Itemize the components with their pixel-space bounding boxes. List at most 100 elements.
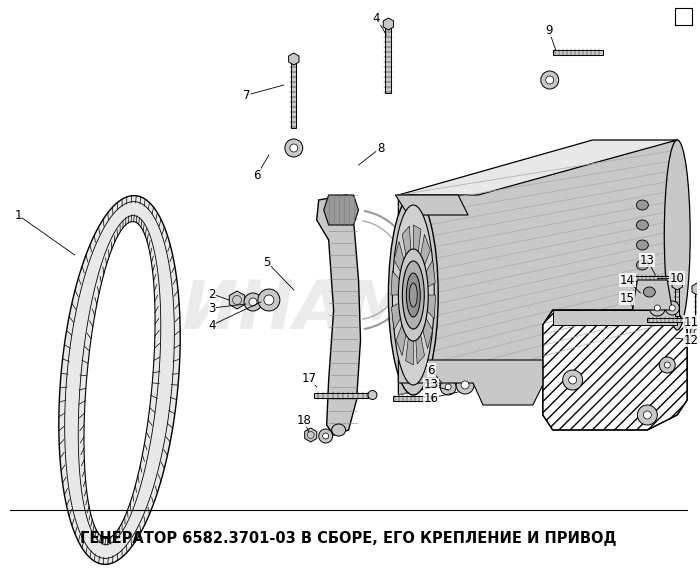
Polygon shape xyxy=(383,18,393,30)
Polygon shape xyxy=(398,140,677,195)
Ellipse shape xyxy=(636,200,648,210)
Ellipse shape xyxy=(654,305,660,311)
Text: 13: 13 xyxy=(424,378,439,391)
Ellipse shape xyxy=(659,357,676,373)
Ellipse shape xyxy=(636,240,648,250)
Text: 8: 8 xyxy=(377,141,384,154)
Ellipse shape xyxy=(323,433,329,439)
Ellipse shape xyxy=(690,325,700,339)
Text: 6: 6 xyxy=(428,364,435,377)
Ellipse shape xyxy=(332,424,346,436)
Polygon shape xyxy=(398,360,542,405)
Text: 15: 15 xyxy=(620,291,635,304)
Ellipse shape xyxy=(636,260,648,270)
Ellipse shape xyxy=(456,376,474,394)
Text: 3: 3 xyxy=(209,302,216,315)
Polygon shape xyxy=(695,293,699,328)
Text: 16: 16 xyxy=(424,391,439,404)
Polygon shape xyxy=(395,195,468,215)
Polygon shape xyxy=(417,304,433,349)
Ellipse shape xyxy=(546,76,554,84)
Polygon shape xyxy=(394,241,410,286)
Text: 5: 5 xyxy=(263,256,271,269)
Ellipse shape xyxy=(249,298,257,306)
Ellipse shape xyxy=(406,273,420,317)
Polygon shape xyxy=(230,291,245,309)
Ellipse shape xyxy=(650,300,665,316)
Ellipse shape xyxy=(664,140,690,330)
Ellipse shape xyxy=(664,362,671,368)
Polygon shape xyxy=(291,63,296,128)
Text: 18: 18 xyxy=(296,414,312,427)
Polygon shape xyxy=(386,28,391,93)
Ellipse shape xyxy=(398,249,428,341)
Ellipse shape xyxy=(389,195,438,395)
Ellipse shape xyxy=(669,305,675,311)
Polygon shape xyxy=(402,226,412,279)
Text: 11: 11 xyxy=(684,315,699,328)
Polygon shape xyxy=(59,195,180,565)
Polygon shape xyxy=(396,307,410,356)
Ellipse shape xyxy=(461,381,469,389)
Text: 13: 13 xyxy=(640,253,655,266)
Polygon shape xyxy=(692,283,700,295)
Polygon shape xyxy=(393,395,433,400)
Text: 12: 12 xyxy=(684,333,699,346)
Polygon shape xyxy=(632,280,672,310)
Text: 4: 4 xyxy=(372,11,380,24)
Polygon shape xyxy=(542,310,687,430)
Text: 10: 10 xyxy=(670,272,685,285)
Ellipse shape xyxy=(264,295,274,305)
Ellipse shape xyxy=(368,391,377,399)
Polygon shape xyxy=(406,312,413,365)
Polygon shape xyxy=(391,298,408,330)
Text: ДИНАМИКА: ДИНАМИКА xyxy=(123,277,574,343)
Polygon shape xyxy=(391,271,408,295)
Polygon shape xyxy=(419,295,435,319)
Ellipse shape xyxy=(393,205,434,385)
Polygon shape xyxy=(648,318,685,322)
Ellipse shape xyxy=(440,379,456,395)
Polygon shape xyxy=(632,275,680,281)
Text: 9: 9 xyxy=(545,23,552,36)
Polygon shape xyxy=(416,235,430,283)
Ellipse shape xyxy=(285,139,303,157)
Polygon shape xyxy=(323,195,358,225)
Polygon shape xyxy=(413,225,421,278)
Ellipse shape xyxy=(258,289,280,311)
Text: 1: 1 xyxy=(14,208,22,222)
Ellipse shape xyxy=(541,71,559,89)
Ellipse shape xyxy=(665,301,679,315)
Polygon shape xyxy=(553,310,677,325)
Ellipse shape xyxy=(290,144,298,152)
Polygon shape xyxy=(398,140,677,395)
Polygon shape xyxy=(414,311,424,364)
Polygon shape xyxy=(314,392,368,398)
Text: ГЕНЕРАТОР 6582.3701-03 В СБОРЕ, ЕГО КРЕПЛЕНИЕ И ПРИВОД: ГЕНЕРАТОР 6582.3701-03 В СБОРЕ, ЕГО КРЕП… xyxy=(80,531,617,545)
Text: 4: 4 xyxy=(209,319,216,332)
Ellipse shape xyxy=(244,293,262,311)
Polygon shape xyxy=(676,288,679,316)
Polygon shape xyxy=(304,428,317,442)
Polygon shape xyxy=(84,222,155,538)
Text: 6: 6 xyxy=(253,169,260,182)
Ellipse shape xyxy=(568,376,577,384)
Ellipse shape xyxy=(318,429,332,443)
Polygon shape xyxy=(419,260,435,292)
Polygon shape xyxy=(553,49,603,55)
Ellipse shape xyxy=(410,283,417,307)
Polygon shape xyxy=(672,278,682,290)
Text: 17: 17 xyxy=(301,371,316,385)
Ellipse shape xyxy=(694,329,700,335)
Polygon shape xyxy=(288,53,299,65)
Ellipse shape xyxy=(643,411,651,419)
Ellipse shape xyxy=(402,261,424,329)
Text: 7: 7 xyxy=(243,89,251,102)
Ellipse shape xyxy=(563,370,582,390)
Polygon shape xyxy=(316,195,361,435)
Text: 14: 14 xyxy=(620,274,635,286)
Ellipse shape xyxy=(445,384,452,390)
Ellipse shape xyxy=(643,287,655,297)
Text: 2: 2 xyxy=(209,287,216,300)
Ellipse shape xyxy=(638,405,657,425)
